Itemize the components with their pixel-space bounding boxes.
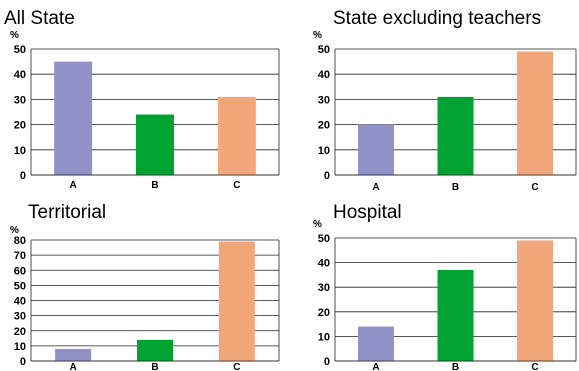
y-tick-label: 30	[14, 311, 26, 323]
chart-panel-4: Hospital% 0 10 20 30 40 50 A B C	[313, 202, 577, 371]
y-tick-label: 20	[14, 120, 26, 132]
y-tick-label: 50	[318, 44, 330, 56]
y-tick-label: 0	[324, 356, 330, 368]
x-category-label: A	[372, 182, 379, 193]
bar-b	[136, 114, 174, 175]
y-tick-label: 0	[324, 170, 330, 182]
y-tick-label: 70	[14, 250, 26, 262]
y-tick-label: 40	[318, 258, 330, 270]
bar-a	[55, 348, 92, 361]
y-tick-label: 0	[20, 170, 26, 182]
bar-a	[357, 124, 394, 175]
y-tick-label: 50	[14, 44, 26, 56]
chart-title: State excluding teachers	[333, 8, 541, 29]
chart-panel-2: State excluding teachers% 0 10 20 30 40 50 A B C	[313, 8, 577, 193]
y-tick-label: 30	[14, 94, 26, 106]
x-category-label: C	[233, 362, 240, 371]
x-category-label: A	[70, 180, 77, 191]
y-tick-label: 20	[14, 326, 26, 338]
x-category-label: A	[372, 362, 379, 371]
x-category-label: C	[531, 182, 538, 193]
y-tick-label: 20	[318, 120, 330, 132]
bar-b	[137, 339, 173, 361]
y-tick-label: 50	[318, 233, 330, 245]
x-category-label: B	[452, 362, 459, 371]
y-tick-label: 30	[318, 282, 330, 294]
y-tick-label: 30	[318, 94, 330, 106]
bar-c	[517, 240, 554, 361]
y-tick-label: 10	[14, 341, 26, 353]
bar-a	[54, 61, 93, 175]
y-tick-label: 10	[14, 145, 26, 157]
y-axis-unit: %	[10, 225, 19, 236]
x-category-label: C	[531, 362, 538, 371]
bar-a	[357, 326, 394, 361]
chart-title: Hospital	[333, 202, 402, 223]
y-axis-unit: %	[313, 219, 322, 230]
bar-c	[517, 51, 554, 175]
chart-panel-1: All State% 0 10 20 30 40 50 A B C	[4, 8, 280, 191]
x-category-label: C	[233, 180, 240, 191]
y-tick-label: 40	[318, 69, 330, 81]
bar-b	[437, 269, 474, 361]
y-axis-unit: %	[313, 30, 322, 41]
x-category-label: B	[151, 180, 158, 191]
y-tick-label: 20	[318, 307, 330, 319]
y-axis-unit: %	[10, 30, 19, 41]
bar-c	[217, 96, 256, 175]
chart-title: All State	[4, 8, 75, 29]
y-tick-label: 10	[318, 331, 330, 343]
y-tick-label: 40	[14, 296, 26, 308]
x-category-label: B	[151, 362, 158, 371]
bar-c	[218, 241, 255, 361]
chart-panel-3: Territorial% 0 10 20 30 40 50 60 70 80 A B C	[10, 202, 280, 371]
x-category-label: A	[70, 362, 77, 371]
bar-b	[437, 96, 474, 175]
y-tick-label: 40	[14, 69, 26, 81]
y-tick-label: 60	[14, 265, 26, 277]
chart-title: Territorial	[28, 202, 106, 223]
y-tick-label: 0	[20, 356, 26, 368]
y-tick-label: 50	[14, 280, 26, 292]
y-tick-label: 80	[14, 235, 26, 247]
x-category-label: B	[452, 182, 459, 193]
y-tick-label: 10	[318, 145, 330, 157]
